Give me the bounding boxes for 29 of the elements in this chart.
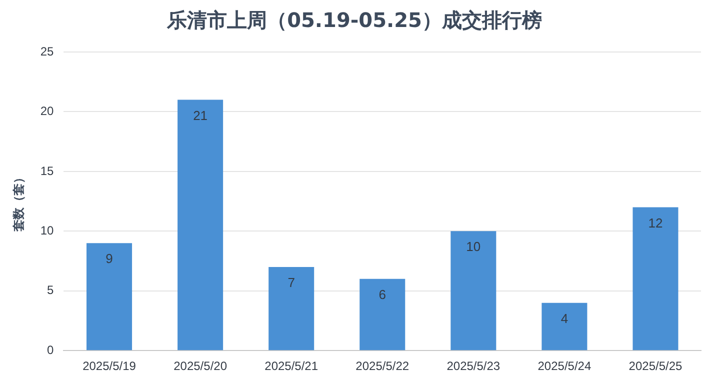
x-tick-label: 2025/5/19 bbox=[82, 359, 136, 374]
data-label: 10 bbox=[466, 239, 481, 254]
y-tick-label: 10 bbox=[40, 223, 54, 238]
bar bbox=[178, 100, 224, 350]
data-label: 6 bbox=[378, 287, 386, 302]
y-tick-label: 15 bbox=[40, 164, 54, 178]
y-tick-label: 25 bbox=[40, 44, 54, 58]
data-label: 7 bbox=[288, 275, 295, 290]
bar bbox=[360, 278, 406, 350]
data-label: 21 bbox=[193, 108, 208, 123]
x-tick-label: 2025/5/25 bbox=[628, 359, 682, 374]
chart-title: 乐清市上周（05.19-05.25）成交排行榜 bbox=[166, 8, 542, 32]
data-label: 9 bbox=[106, 251, 113, 266]
y-axis-title: 套数（套） bbox=[11, 171, 26, 232]
y-tick-label: 20 bbox=[40, 104, 54, 118]
data-label: 4 bbox=[560, 310, 568, 326]
x-tick-label: 2025/5/20 bbox=[174, 359, 228, 374]
bar bbox=[542, 302, 588, 350]
data-label: 12 bbox=[648, 215, 663, 230]
y-tick-label: 5 bbox=[47, 283, 54, 298]
x-tick-label: 2025/5/22 bbox=[356, 359, 410, 374]
bar bbox=[86, 243, 132, 350]
bar bbox=[632, 207, 678, 350]
y-tick-label: 0 bbox=[47, 342, 54, 357]
x-tick-label: 2025/5/21 bbox=[264, 359, 318, 374]
x-tick-label: 2025/5/24 bbox=[538, 359, 592, 374]
bar bbox=[450, 231, 496, 350]
x-tick-label: 2025/5/23 bbox=[446, 359, 500, 374]
bar bbox=[268, 266, 314, 350]
